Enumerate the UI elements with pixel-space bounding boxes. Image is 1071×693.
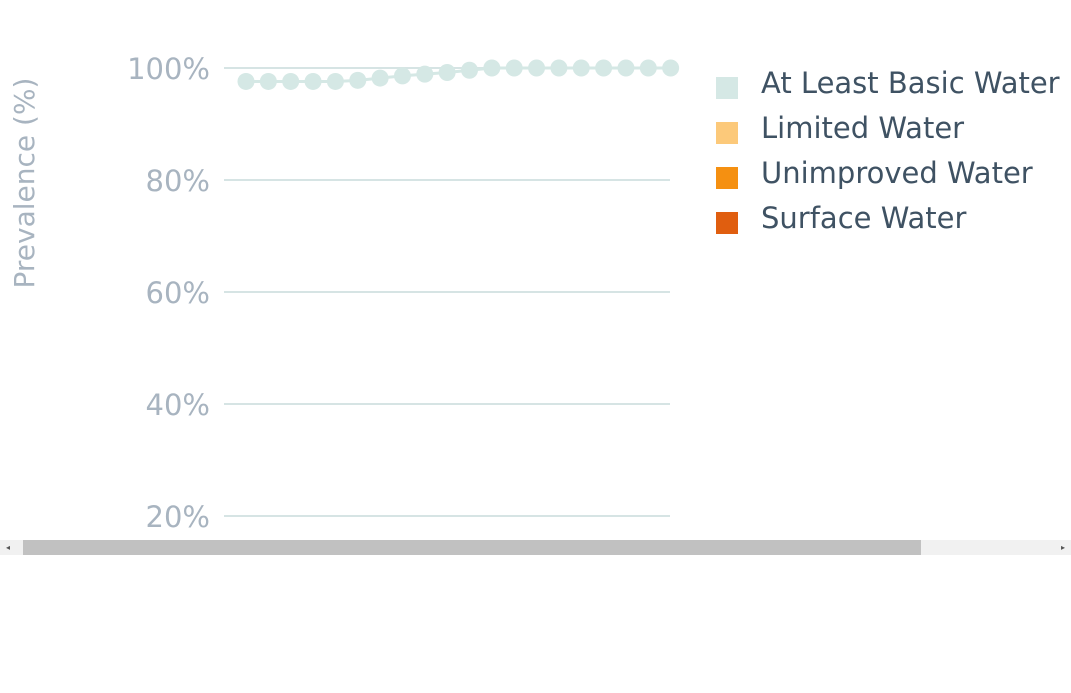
data-point[interactable] bbox=[461, 61, 478, 79]
data-point[interactable] bbox=[237, 72, 255, 90]
y-axis-ticks: 100% 80% 60% 40% 20% bbox=[127, 52, 210, 534]
y-tick-label: 20% bbox=[146, 500, 210, 534]
data-point[interactable] bbox=[617, 59, 635, 77]
legend-swatch bbox=[716, 122, 738, 144]
y-tick-label: 40% bbox=[146, 388, 210, 422]
prevalence-chart: 100% 80% 60% 40% 20% Prevalence (%) bbox=[8, 52, 680, 534]
scroll-left-arrow-icon[interactable]: ◂ bbox=[5, 543, 10, 552]
data-point[interactable] bbox=[438, 63, 456, 81]
data-point[interactable] bbox=[393, 67, 411, 85]
gridlines bbox=[224, 67, 670, 517]
chart-viewport: 100% 80% 60% 40% 20% Prevalence (%) At Least… bbox=[8, 52, 1071, 534]
legend-swatch bbox=[716, 167, 738, 189]
data-point[interactable] bbox=[282, 72, 300, 90]
horizontal-scrollbar[interactable]: ◂ ▸ bbox=[0, 540, 1071, 555]
legend-label: Surface Water bbox=[761, 201, 967, 235]
y-axis-label: Prevalence (%) bbox=[8, 78, 41, 289]
data-point[interactable] bbox=[550, 59, 568, 77]
data-point[interactable] bbox=[416, 65, 434, 83]
legend-item[interactable]: Limited Water bbox=[716, 109, 1071, 154]
data-point[interactable] bbox=[528, 59, 546, 77]
legend-item[interactable]: Unimproved Water bbox=[716, 154, 1071, 199]
data-point[interactable] bbox=[572, 59, 590, 77]
data-point[interactable] bbox=[371, 69, 389, 87]
data-point[interactable] bbox=[259, 72, 277, 90]
legend-swatch bbox=[716, 77, 738, 99]
legend-label: Limited Water bbox=[761, 111, 965, 145]
data-point[interactable] bbox=[483, 59, 501, 77]
data-point[interactable] bbox=[349, 71, 367, 89]
legend-label: Unimproved Water bbox=[761, 156, 1033, 190]
data-point[interactable] bbox=[595, 59, 613, 77]
data-point[interactable] bbox=[662, 59, 680, 77]
data-point[interactable] bbox=[326, 72, 344, 90]
legend-label: At Least Basic Water bbox=[761, 66, 1060, 100]
scroll-right-arrow-icon[interactable]: ▸ bbox=[1060, 543, 1065, 552]
y-tick-label: 60% bbox=[146, 276, 210, 310]
data-point[interactable] bbox=[639, 59, 657, 77]
data-point[interactable] bbox=[505, 59, 523, 77]
data-point[interactable] bbox=[304, 72, 322, 90]
legend-item[interactable]: At Least Basic Water bbox=[716, 64, 1071, 109]
y-tick-label: 100% bbox=[127, 52, 210, 86]
chart-legend: At Least Basic Water Limited Water Unimpro… bbox=[716, 64, 1071, 244]
series-layer bbox=[237, 59, 680, 90]
scrollbar-thumb[interactable] bbox=[23, 540, 921, 555]
legend-item[interactable]: Surface Water bbox=[716, 199, 1071, 244]
y-tick-label: 80% bbox=[146, 164, 210, 198]
legend-swatch bbox=[716, 212, 738, 234]
